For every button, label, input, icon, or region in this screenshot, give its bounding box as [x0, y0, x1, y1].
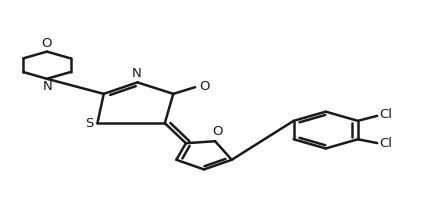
Text: Cl: Cl: [380, 109, 393, 121]
Text: Cl: Cl: [380, 137, 393, 150]
Text: N: N: [43, 81, 53, 93]
Text: N: N: [131, 67, 141, 80]
Text: S: S: [85, 117, 93, 130]
Text: O: O: [42, 37, 52, 50]
Text: O: O: [199, 80, 210, 93]
Text: O: O: [212, 125, 223, 138]
